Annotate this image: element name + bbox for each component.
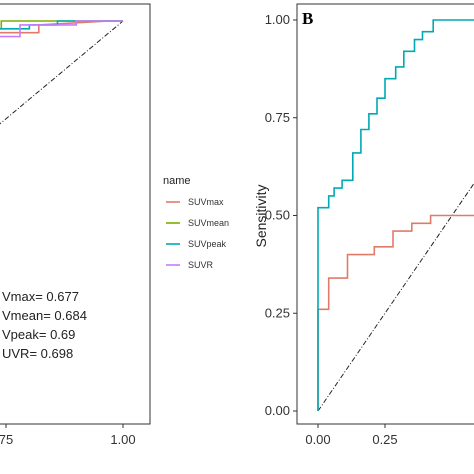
panel-b-diagonal-reference — [317, 182, 474, 412]
legend-label-suvmax: SUVmax — [188, 197, 224, 207]
panel-b-frame — [296, 3, 474, 425]
panel-b-x-tick-label: 0.00 — [305, 432, 330, 447]
panel-b: B Sensitivity 0.000.250.500.751.00 0.00 0… — [253, 3, 474, 447]
panel-b-y-tick-label: 0.25 — [265, 305, 290, 320]
panel-a: Vmax= 0.677 Vmean= 0.684 Vpeak= 0.69 UVR… — [0, 3, 151, 447]
panel-b-plot-area — [317, 19, 474, 412]
auc-label-suvmax: Vmax= 0.677 — [2, 289, 79, 304]
legend-title: name — [163, 175, 191, 187]
panel-b-letter: B — [302, 9, 313, 28]
panel-b-y-tick-label: 0.50 — [265, 208, 290, 223]
legend-items: SUVmax SUVmean SUVpeak SUVR — [166, 197, 229, 270]
legend-label-suvr: SUVR — [188, 260, 214, 270]
legend: name SUVmax SUVmean SUVpeak SUVR — [163, 175, 229, 270]
panel-a-x-ticks: 75 1.00 — [0, 424, 136, 447]
panel-a-x-tick-label: 75 — [0, 432, 13, 447]
panel-b-curve-suvpeak — [317, 19, 474, 411]
auc-label-suvr: UVR= 0.698 — [2, 346, 73, 361]
panel-b-x-ticks: 0.00 0.25 — [305, 424, 398, 447]
panel-a-curve-suvpeak — [0, 20, 123, 30]
panel-b-x-tick-label: 0.25 — [372, 432, 397, 447]
legend-label-suvpeak: SUVpeak — [188, 239, 227, 249]
panel-b-y-tick-label: 1.00 — [265, 12, 290, 27]
panel-a-plot-area — [0, 20, 124, 125]
panel-b-y-ticks: 0.00 0.25 0.50 0.75 1.00 — [265, 12, 297, 418]
panel-a-curve-suvmax — [0, 20, 123, 34]
legend-label-suvmean: SUVmean — [188, 218, 229, 228]
panel-a-curve-suvr — [0, 20, 123, 38]
panel-a-frame — [0, 3, 151, 425]
panel-b-y-tick-label: 0.75 — [265, 110, 290, 125]
auc-label-suvmean: Vmean= 0.684 — [2, 308, 87, 323]
auc-label-suvpeak: Vpeak= 0.69 — [2, 327, 75, 342]
panel-a-x-tick-label: 1.00 — [110, 432, 135, 447]
panel-a-auc-labels: Vmax= 0.677 Vmean= 0.684 Vpeak= 0.69 UVR… — [2, 289, 87, 361]
panel-a-diagonal-reference — [0, 20, 124, 125]
panel-b-y-tick-label: 0.00 — [265, 403, 290, 418]
panel-b-y-axis-title: Sensitivity — [253, 184, 269, 247]
panel-b-curve-suvmax — [317, 214, 474, 411]
